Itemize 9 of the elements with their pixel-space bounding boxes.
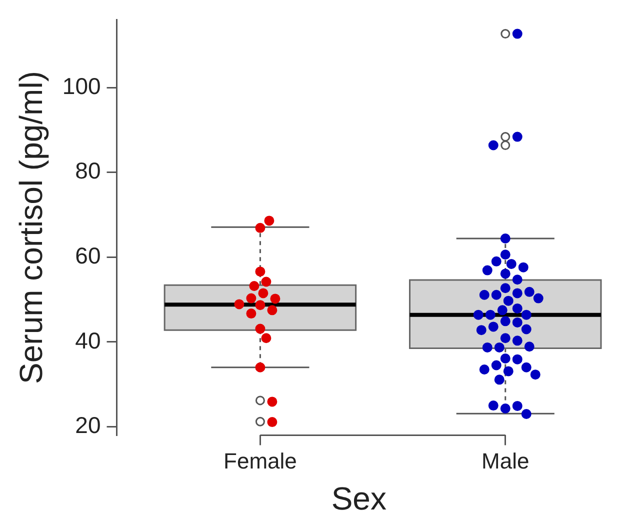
x-tick-label: Male [482, 448, 530, 474]
x-axis-title: Sex [331, 480, 386, 517]
y-tick-label: 100 [62, 72, 101, 99]
y-tick-label: 40 [75, 327, 101, 354]
y-tick-label: 60 [75, 242, 101, 269]
x-tick-label: Female [224, 448, 297, 474]
y-tick-label: 20 [75, 412, 101, 438]
y-tick-label: 80 [75, 158, 101, 184]
y-axis-title: Serum cortisol (pg/ml) [13, 71, 50, 384]
